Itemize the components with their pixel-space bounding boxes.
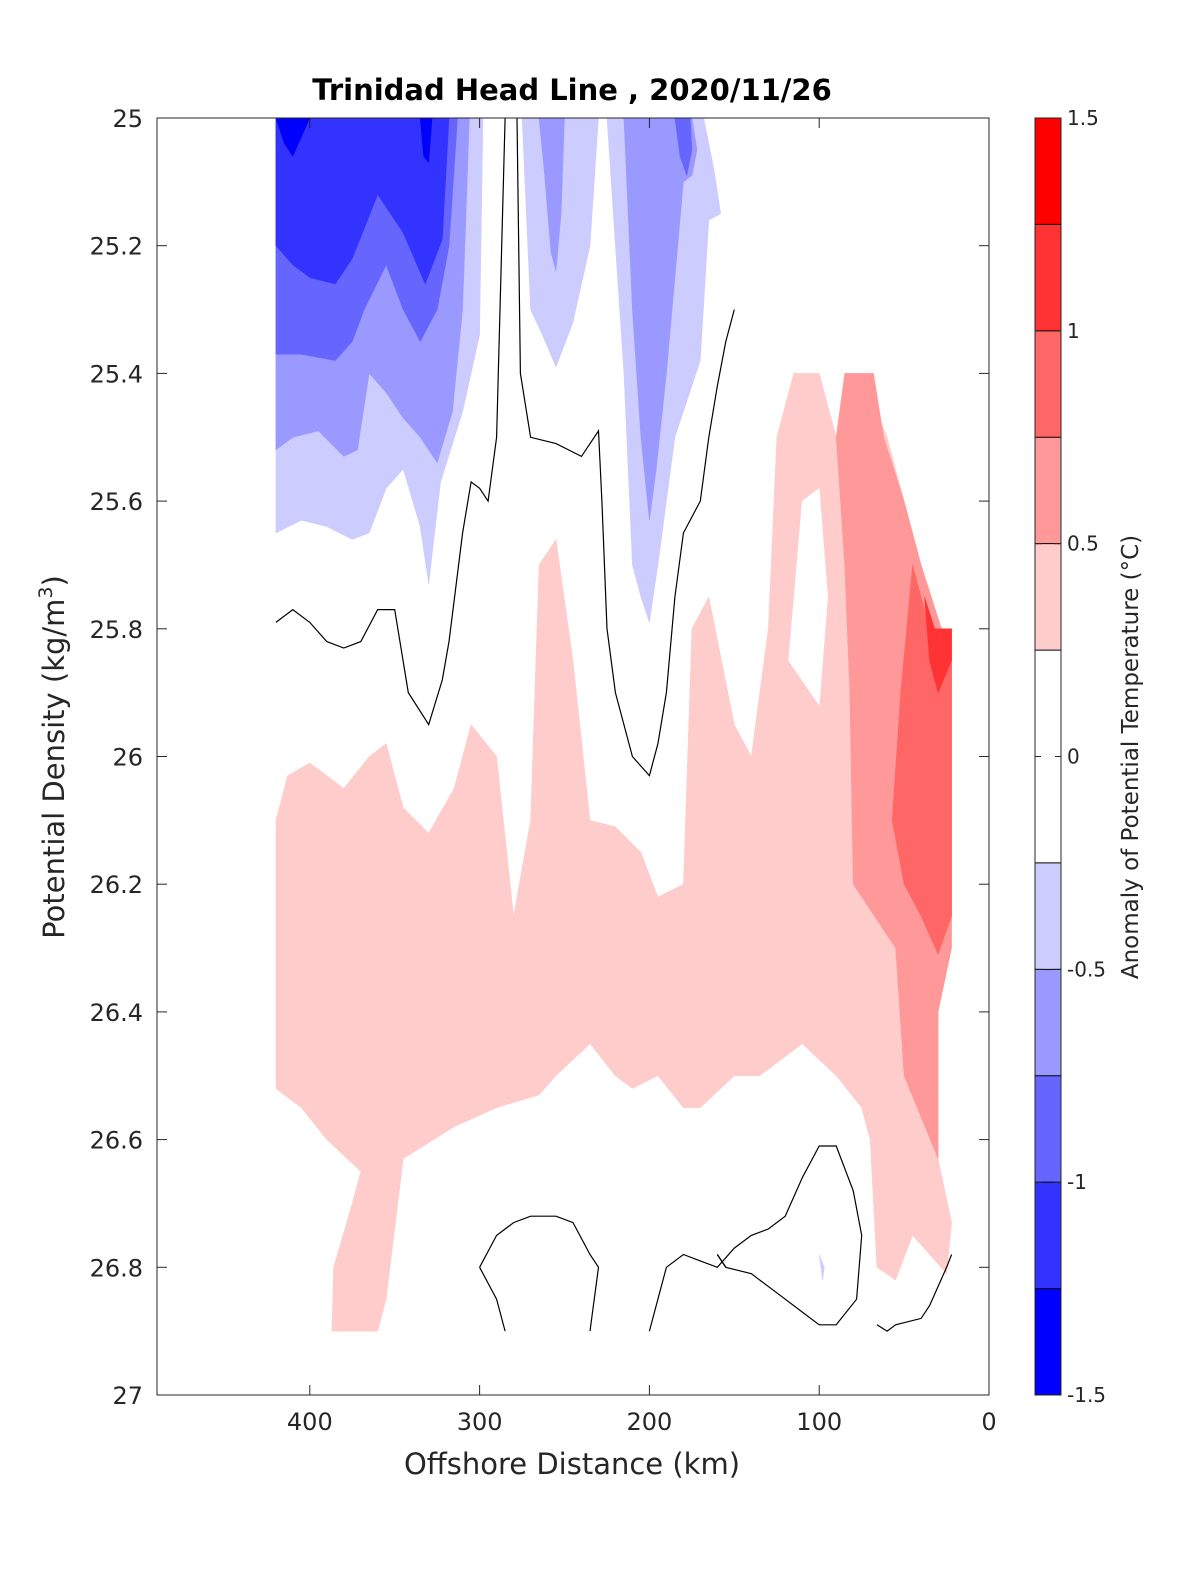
colorbar-tick-label: 1.5 [1067,106,1099,130]
colorbar-label: Anomaly of Potential Temperature (°C) [1118,535,1144,979]
colorbar-swatch [1035,969,1061,1076]
colorbar-swatch [1035,330,1061,438]
colorbar-swatch [1035,862,1061,970]
contour-lines [275,117,953,1332]
contour-line-4 [648,1145,863,1332]
colorbar-swatch [1035,1182,1061,1289]
contour-line-5 [716,1254,727,1268]
contour-region-11 [521,117,599,368]
y-axis-label-close: ) [37,575,71,586]
contour-line-6 [876,1254,953,1332]
x-tick-label: 300 [457,1408,503,1436]
x-tick-label: 200 [627,1408,673,1436]
y-tick-label: 26.4 [90,999,143,1027]
y-tick-label: 27 [112,1382,143,1410]
colorbar-swatch [1035,118,1061,225]
contour-region-14 [623,117,698,521]
contour-fills [275,117,952,1332]
x-tick-label: 400 [287,1408,333,1436]
y-axis-label-superscript: 3 [35,586,57,598]
x-tick-label: 0 [981,1408,996,1436]
y-tick-label: 26.6 [90,1127,143,1155]
colorbar-swatch [1035,1075,1061,1183]
y-axis-ticks: 25 25.2 25.4 25.6 25.8 26 26.2 26.4 26.6 26.8 27 [90,105,989,1410]
colorbar-tick-label: 0 [1067,745,1080,769]
colorbar-tick-label: -1.5 [1067,1383,1106,1407]
y-tick-label: 25.8 [90,616,143,644]
y-axis-label-main: Potential Density (kg/m [37,599,71,939]
colorbar-swatch [1035,543,1061,651]
contour-line-1 [516,117,735,777]
colorbar-swatch [1035,224,1061,331]
colorbar-ticks: -1.5 -1 -0.5 0 0.5 1 1.5 [1035,106,1106,1407]
contour-region-16 [818,1254,825,1281]
y-tick-label: 25.4 [90,360,143,388]
colorbar-tick-label: -1 [1067,1170,1087,1194]
colorbar-tick-label: 0.5 [1067,532,1099,556]
colorbar-swatch [1035,1288,1061,1395]
y-axis-label: Potential Density (kg/m3) [35,575,71,939]
y-tick-label: 26 [112,744,143,772]
x-tick-label: 100 [796,1408,842,1436]
x-axis-label: Offshore Distance (km) [404,1447,740,1481]
colorbar-tick-label: -0.5 [1067,957,1106,981]
contour-line-3 [479,1267,506,1332]
contour-region-1 [835,373,952,1159]
colorbar-tick-label: 1 [1067,319,1080,343]
y-tick-label: 26.2 [90,871,143,899]
contour-region-3 [924,596,952,694]
colorbar-swatch [1035,437,1061,544]
y-tick-label: 25 [112,105,143,133]
contour-line-0 [275,117,506,727]
contour-region-4 [788,487,828,707]
colorbar [1035,118,1061,1395]
x-axis-ticks: 400 300 200 100 0 [287,118,997,1436]
contour-line-2 [479,1215,600,1332]
chart-title: Trinidad Head Line , 2020/11/26 [312,73,832,107]
contour-region-8 [275,117,450,285]
y-tick-label: 26.8 [90,1254,143,1282]
y-tick-label: 25.6 [90,488,143,516]
y-tick-label: 25.2 [90,233,143,261]
